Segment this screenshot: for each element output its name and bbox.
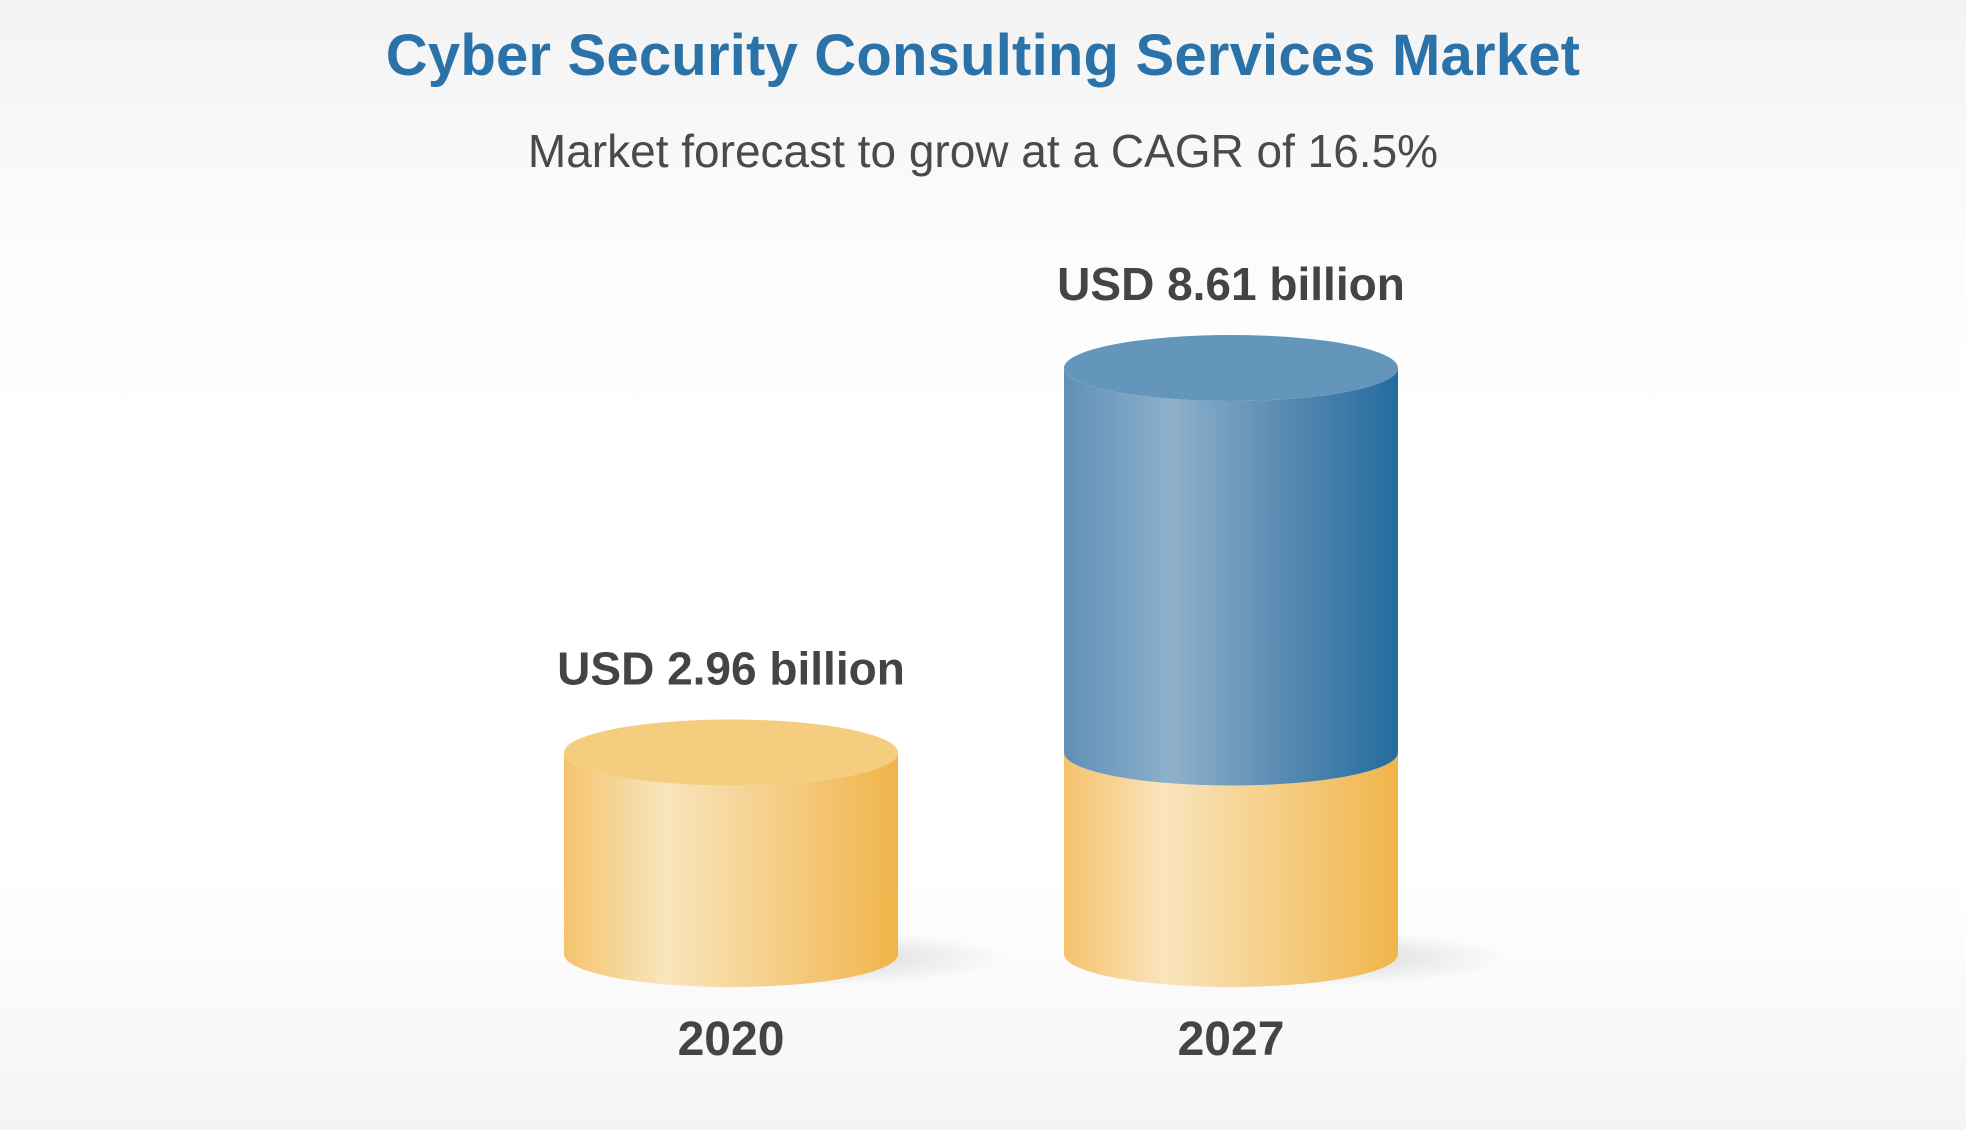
category-label: 2020 <box>678 1013 785 1066</box>
chart-subtitle: Market forecast to grow at a CAGR of 16.… <box>527 125 1439 177</box>
bar-top-cap <box>1064 335 1398 401</box>
data-label: USD 2.96 billion <box>557 643 905 695</box>
bar-growth-segment <box>1064 368 1398 786</box>
data-label: USD 8.61 billion <box>1057 258 1405 310</box>
bar-top-cap <box>564 719 898 786</box>
bar-base-segment <box>564 752 899 987</box>
category-label: 2027 <box>1178 1013 1285 1066</box>
chart-title: Cyber Security Consulting Services Marke… <box>385 23 1581 88</box>
bar-base-segment <box>1064 752 1398 987</box>
